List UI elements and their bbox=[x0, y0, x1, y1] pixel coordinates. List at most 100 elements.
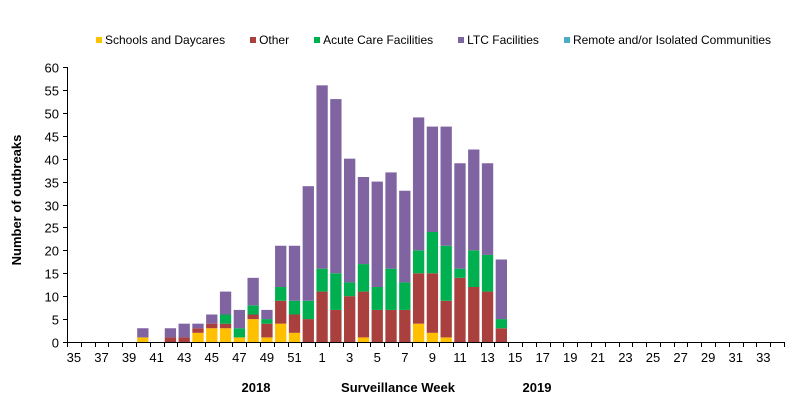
bar-segment bbox=[316, 268, 328, 292]
bar-segment bbox=[261, 309, 273, 320]
bar-segment bbox=[219, 291, 232, 315]
bar-segment bbox=[192, 332, 204, 342]
y-tick-label: 50 bbox=[45, 107, 59, 122]
x-tick-label: 1 bbox=[318, 350, 325, 365]
bar-segment bbox=[275, 245, 287, 287]
bar-segment bbox=[164, 337, 177, 342]
bar-segment bbox=[412, 273, 425, 324]
bar-segment bbox=[481, 254, 494, 292]
bar-segment bbox=[233, 337, 246, 342]
x-tick-label: 3 bbox=[346, 350, 353, 365]
bar-segment bbox=[302, 319, 314, 342]
x-tick-label: 39 bbox=[122, 350, 136, 365]
x-tick-label: 51 bbox=[287, 350, 301, 365]
bar-segment bbox=[288, 245, 301, 301]
x-tick-label: 21 bbox=[591, 350, 605, 365]
bar-segment bbox=[206, 323, 218, 329]
bar-segment bbox=[412, 250, 425, 274]
bar-segment bbox=[399, 309, 411, 342]
bar-segment bbox=[192, 328, 204, 333]
y-tick-label: 5 bbox=[52, 313, 59, 328]
bar-segment bbox=[275, 300, 287, 324]
bar-segment bbox=[219, 323, 232, 329]
bar-segment bbox=[440, 245, 452, 301]
y-tick-label: 45 bbox=[45, 130, 59, 145]
x-tick-label: 13 bbox=[480, 350, 494, 365]
legend-swatch bbox=[314, 37, 321, 43]
bar-segment bbox=[385, 172, 397, 269]
x-tick-label: 17 bbox=[535, 350, 549, 365]
legend-swatch bbox=[96, 37, 102, 43]
legend-label: LTC Facilities bbox=[467, 33, 539, 47]
y-tick-label: 35 bbox=[45, 176, 59, 191]
bar-segment bbox=[178, 323, 190, 338]
legend-label: Schools and Daycares bbox=[105, 33, 226, 47]
bar-segment bbox=[219, 314, 232, 324]
bars-layer bbox=[137, 85, 507, 342]
bar-segment bbox=[468, 287, 480, 342]
bar-segment bbox=[330, 309, 342, 342]
bar-segment bbox=[440, 300, 452, 338]
x-tick-label: 7 bbox=[401, 350, 408, 365]
legend-label: Acute Care Facilities bbox=[323, 33, 434, 47]
bar-segment bbox=[137, 337, 149, 342]
bar-segment bbox=[206, 314, 218, 324]
y-tick-label: 20 bbox=[45, 244, 59, 259]
bar-segment bbox=[302, 186, 314, 301]
bar-segment bbox=[371, 287, 383, 310]
bar-segment bbox=[219, 328, 232, 342]
bar-segment bbox=[481, 163, 494, 255]
x-tick-label: 31 bbox=[729, 350, 743, 365]
y-tick-label: 25 bbox=[45, 221, 59, 236]
bar-segment bbox=[330, 99, 342, 274]
bar-segment bbox=[330, 273, 342, 310]
bar-segment bbox=[247, 314, 259, 320]
bar-segment bbox=[357, 291, 370, 338]
x-tick-label: 47 bbox=[232, 350, 246, 365]
bar-segment bbox=[426, 126, 439, 232]
x-tick-label: 33 bbox=[756, 350, 770, 365]
bar-segment bbox=[468, 149, 480, 251]
year-label-2019: 2019 bbox=[523, 380, 552, 395]
x-tick-label: 15 bbox=[508, 350, 522, 365]
y-axis-title: Number of outbreaks bbox=[9, 135, 24, 266]
bar-segment bbox=[454, 163, 466, 269]
bar-segment bbox=[426, 332, 439, 342]
legend-swatch bbox=[563, 37, 570, 43]
bar-segment bbox=[399, 282, 411, 310]
x-tick-label: 29 bbox=[701, 350, 715, 365]
x-tick-label: 43 bbox=[177, 350, 191, 365]
bar-segment bbox=[412, 323, 425, 342]
bar-segment bbox=[316, 291, 328, 342]
bar-segment bbox=[206, 328, 218, 342]
bar-segment bbox=[316, 85, 328, 269]
legend-label: Other bbox=[259, 33, 290, 47]
bar-segment bbox=[164, 328, 177, 338]
bar-segment bbox=[137, 328, 149, 338]
x-tick-label: 19 bbox=[563, 350, 577, 365]
bar-segment bbox=[178, 337, 190, 342]
legend-item: Remote and/or Isolated Communities bbox=[563, 33, 771, 47]
bar-segment bbox=[371, 309, 383, 342]
x-tick-label: 49 bbox=[260, 350, 274, 365]
bar-segment bbox=[357, 177, 370, 265]
legend-item: Acute Care Facilities bbox=[314, 33, 433, 47]
y-tick-label: 55 bbox=[45, 84, 59, 99]
bar-segment bbox=[288, 332, 301, 342]
x-tick-label: 5 bbox=[374, 350, 381, 365]
bar-segment bbox=[399, 190, 411, 283]
bar-segment bbox=[371, 181, 383, 287]
year-label-2018: 2018 bbox=[242, 380, 271, 395]
bar-segment bbox=[385, 268, 397, 310]
legend-item: Schools and Daycares bbox=[96, 33, 225, 47]
bar-segment bbox=[247, 305, 259, 315]
bar-segment bbox=[481, 291, 494, 342]
bar-segment bbox=[344, 296, 356, 342]
bar-segment bbox=[247, 277, 259, 306]
x-axis-title: Surveillance Week bbox=[341, 380, 456, 395]
bar-segment bbox=[412, 117, 425, 251]
legend-item: LTC Facilities bbox=[458, 33, 539, 47]
x-tick-label: 41 bbox=[149, 350, 163, 365]
bar-segment bbox=[288, 300, 301, 315]
legend-item: Other bbox=[250, 33, 289, 47]
